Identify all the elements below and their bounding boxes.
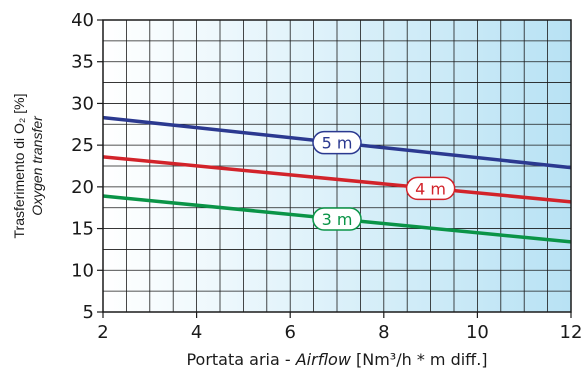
series-label-badge: [312, 130, 362, 155]
x-tick-labels: 2 4 6 8 10 12: [97, 312, 582, 343]
y-tick-label: 10: [71, 260, 94, 281]
y-tick-label: 30: [71, 93, 94, 114]
x-tick-label: 2: [97, 322, 108, 343]
y-tick-label: 35: [71, 52, 94, 73]
y-tick-label: 40: [71, 10, 94, 31]
x-axis-label: Portata aria - Airflow [Nm³/h * m diff.]: [186, 350, 487, 369]
y-tick-labels: 5 10 15 20 25 30 35 40: [71, 10, 103, 323]
y-tick-label: 5: [83, 302, 94, 323]
series-label: 4 m: [415, 179, 446, 198]
x-tick-label: 12: [560, 322, 583, 343]
series-line: [102, 155, 572, 204]
x-tick-label: 10: [466, 322, 489, 343]
y-tick-label: 15: [71, 219, 94, 240]
grid-lines: [103, 20, 571, 312]
y-axis-label: Trasferimento di O₂ [%]: [11, 94, 27, 239]
y-tick-label: 25: [71, 135, 94, 156]
series-label-badge: [405, 176, 456, 201]
series-label: 3 m: [322, 210, 353, 229]
x-tick-label: 4: [191, 322, 202, 343]
plot-frame: [102, 19, 572, 313]
series-lines: 5 m 4 m 3 m: [102, 115, 572, 244]
series-label-badge: [312, 207, 362, 231]
y-tick-label: 20: [71, 177, 94, 198]
series-label: 5 m: [322, 134, 353, 153]
x-tick-label: 6: [284, 322, 295, 343]
y-axis-label-italic: Oxygen transfer: [29, 115, 45, 216]
x-tick-label: 8: [378, 322, 389, 343]
